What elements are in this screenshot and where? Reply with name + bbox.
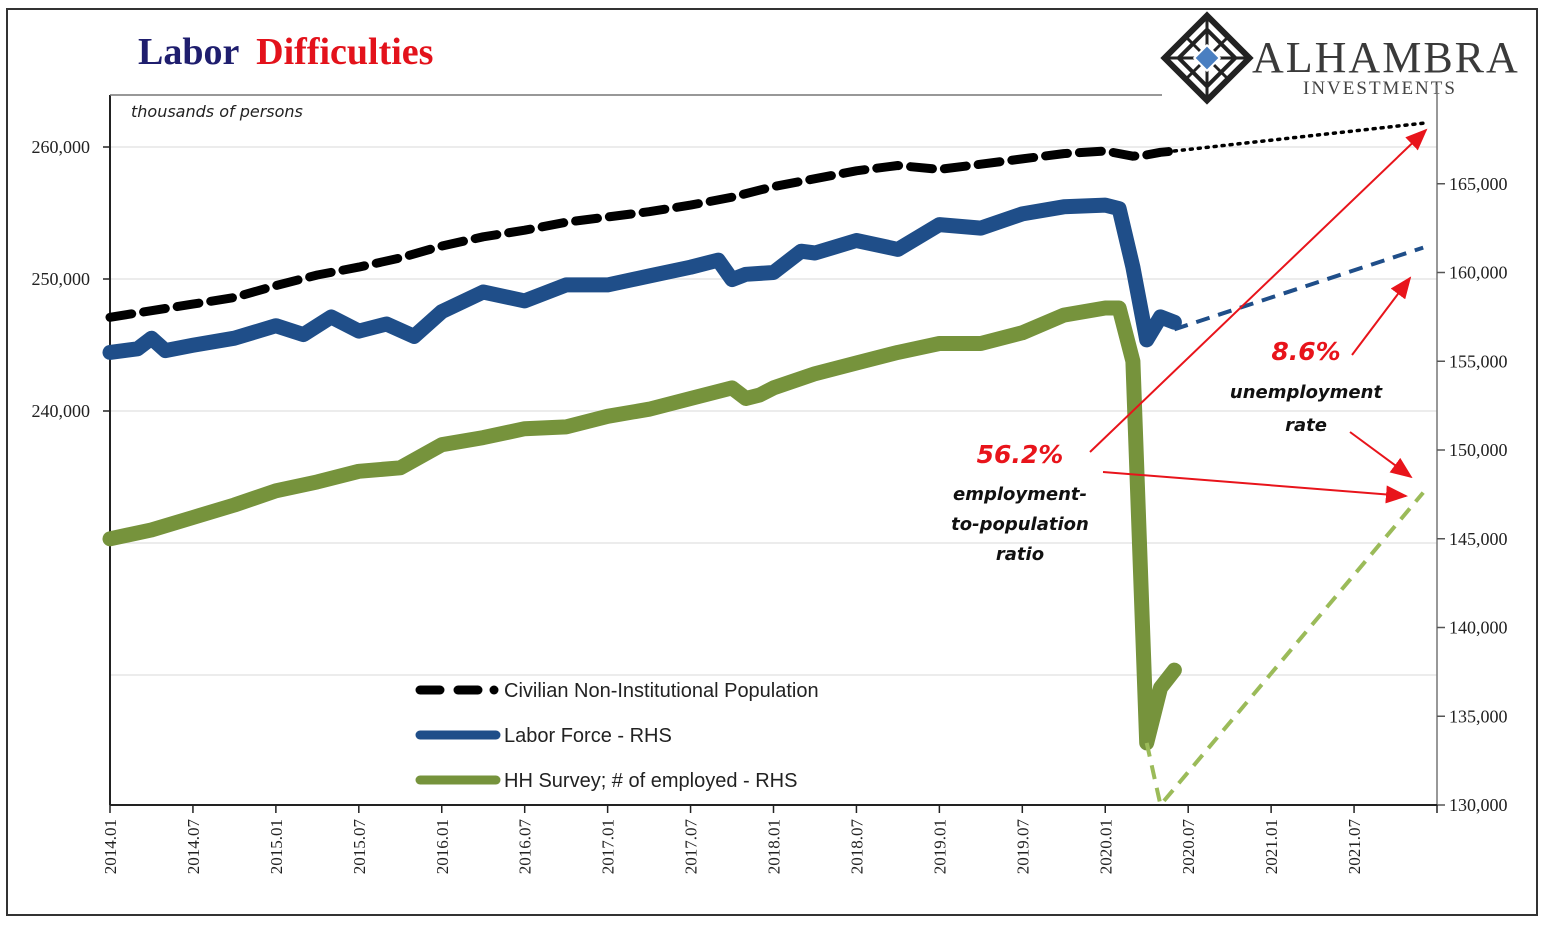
right-tick-label: 145,000 bbox=[1449, 529, 1508, 549]
annotation-emp-pop-label: employment- bbox=[953, 484, 1087, 505]
x-tick-label: 2020.01 bbox=[1096, 819, 1115, 874]
x-tick-label: 2021.07 bbox=[1345, 819, 1364, 875]
x-tick-label: 2021.01 bbox=[1262, 819, 1281, 874]
annotation-emp-pop-label: to-population bbox=[951, 514, 1089, 535]
annotations: 56.2% employment-to-population ratio 8.6% un… bbox=[951, 128, 1428, 565]
left-tick-label: 240,000 bbox=[32, 401, 91, 421]
arrow-unemp-up bbox=[1351, 276, 1412, 356]
x-tick-label: 2020.07 bbox=[1179, 819, 1198, 875]
legend-item: Civilian Non-Institutional Population bbox=[415, 680, 819, 702]
title-part-labor: Labor bbox=[138, 31, 239, 73]
x-tick-label: 2017.07 bbox=[682, 819, 701, 875]
chart-frame bbox=[6, 8, 1538, 916]
right-tick-label: 140,000 bbox=[1449, 618, 1508, 638]
title-part-difficulties: Difficulties bbox=[256, 31, 433, 73]
arrow-emp-pop-up bbox=[1089, 128, 1428, 453]
right-tick-label: 160,000 bbox=[1449, 263, 1508, 283]
annotation-emp-pop-value: 56.2% bbox=[977, 440, 1064, 469]
chart-title: Labor Difficulties bbox=[138, 31, 433, 73]
x-tick-label: 2016.01 bbox=[433, 819, 452, 874]
series-line-labor-force-rhs-projection bbox=[1173, 245, 1424, 332]
series-layer bbox=[102, 121, 1425, 807]
legend-label: Civilian Non-Institutional Population bbox=[504, 680, 819, 702]
logo: ALHAMBRA INVESTMENTS bbox=[1160, 11, 1520, 105]
annotation-unemp-label: rate bbox=[1285, 415, 1327, 436]
x-tick-label: 2014.07 bbox=[184, 819, 203, 875]
x-tick-label: 2018.07 bbox=[847, 819, 866, 875]
logo-sub: INVESTMENTS bbox=[1303, 78, 1457, 99]
x-tick-label: 2018.01 bbox=[765, 819, 784, 874]
right-tick-label: 130,000 bbox=[1449, 795, 1508, 815]
logo-name: ALHAMBRA bbox=[1252, 33, 1520, 82]
left-tick-label: 260,000 bbox=[32, 137, 91, 157]
right-tick-label: 165,000 bbox=[1449, 174, 1508, 194]
legend-item: Labor Force - RHS bbox=[415, 725, 672, 747]
x-tick-label: 2016.07 bbox=[516, 819, 535, 875]
series-line-civilian-non-institutional-population-projection bbox=[1172, 121, 1425, 153]
x-tick-label: 2019.07 bbox=[1013, 819, 1032, 875]
x-tick-label: 2015.07 bbox=[350, 819, 369, 875]
annotation-unemp-value: 8.6% bbox=[1271, 337, 1340, 366]
legend: Civilian Non-Institutional Population Lab… bbox=[415, 680, 819, 792]
unit-label: thousands of persons bbox=[131, 102, 303, 121]
axes: 240,000 250,000 260,000 130,000 135,000 140,0… bbox=[32, 85, 1508, 874]
x-tick-label: 2015.01 bbox=[267, 819, 286, 874]
right-tick-label: 135,000 bbox=[1449, 706, 1508, 726]
diamond-lattice-icon bbox=[1160, 11, 1254, 105]
series-line-hh-survey-of-employed-rhs bbox=[102, 300, 1182, 751]
arrow-unemp-down bbox=[1349, 431, 1413, 479]
right-tick-label: 155,000 bbox=[1449, 351, 1508, 371]
legend-item: HH Survey; # of employed - RHS bbox=[415, 770, 797, 792]
legend-label: HH Survey; # of employed - RHS bbox=[504, 770, 797, 792]
legend-label: Labor Force - RHS bbox=[504, 725, 672, 747]
x-tick-label: 2019.01 bbox=[930, 819, 949, 874]
annotation-unemp-label: unemployment bbox=[1230, 382, 1384, 403]
series-line-civilian-non-institutional-population bbox=[105, 146, 1179, 322]
annotation-emp-pop-label: ratio bbox=[996, 544, 1044, 565]
right-tick-label: 150,000 bbox=[1449, 440, 1508, 460]
gridlines bbox=[110, 146, 1437, 676]
left-tick-label: 250,000 bbox=[32, 269, 91, 289]
x-tick-label: 2017.01 bbox=[599, 819, 618, 874]
series-line-labor-force-rhs bbox=[102, 197, 1182, 360]
legend-swatch bbox=[489, 685, 499, 695]
x-tick-label: 2014.01 bbox=[101, 819, 120, 874]
arrow-emp-pop-right bbox=[1102, 471, 1408, 504]
series-line-hh-survey-of-employed-rhs-projection bbox=[1144, 491, 1425, 807]
